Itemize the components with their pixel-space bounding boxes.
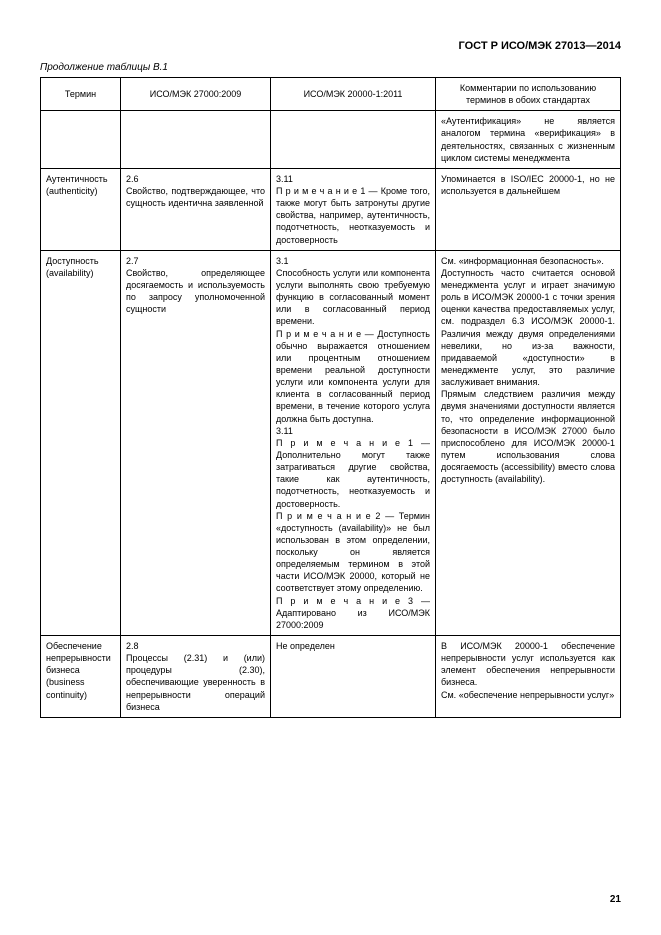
clause-number: 3.11: [276, 174, 293, 184]
col-header-iso27000: ИСО/МЭК 27000:2009: [121, 78, 271, 111]
cell-text: См. «обеспечение непрерывности услуг»: [441, 690, 614, 700]
cell-text: Доступность обычно выражается отношением…: [276, 329, 430, 424]
clause-number: 2.6: [126, 174, 139, 184]
clause-number: 2.7: [126, 256, 139, 266]
cell-iso20000: 3.11 П р и м е ч а н и е 1 — Кроме того,…: [271, 168, 436, 250]
terms-table: Термин ИСО/МЭК 27000:2009 ИСО/МЭК 20000-…: [40, 77, 621, 718]
cell-comment: «Аутентификация» не является аналогом те…: [436, 111, 621, 169]
cell-term: Доступность (availability): [41, 250, 121, 635]
table-caption: Продолжение таблицы В.1: [40, 62, 621, 73]
cell-iso20000: [271, 111, 436, 169]
col-header-comment: Комментарии по использованию терминов в …: [436, 78, 621, 111]
cell-text: Адаптировано из ИСО/МЭК 27000:2009: [276, 608, 430, 630]
note-label: П р и м е ч а н и е 3 —: [276, 596, 430, 606]
table-row: «Аутентификация» не является аналогом те…: [41, 111, 621, 169]
cell-text: В ИСО/МЭК 20000-1 обеспечение непрерывно…: [441, 641, 615, 687]
col-header-term: Термин: [41, 78, 121, 111]
cell-text: Дополнительно могут также затрагиваться …: [276, 450, 430, 509]
note-label: П р и м е ч а н и е 2 —: [276, 511, 394, 521]
document-page: ГОСТ Р ИСО/МЭК 27013—2014 Продолжение та…: [0, 0, 661, 935]
note-label: П р и м е ч а н и е 1 —: [276, 186, 378, 196]
cell-iso27000: [121, 111, 271, 169]
note-label: П р и м е ч а н и е —: [276, 329, 374, 339]
cell-term: [41, 111, 121, 169]
cell-text: Свойство, подтверждающее, что сущность и…: [126, 186, 265, 208]
cell-iso27000: 2.6 Свойство, подтверждающее, что сущнос…: [121, 168, 271, 250]
table-row: Аутентичность (authenticity) 2.6 Свойств…: [41, 168, 621, 250]
clause-number: 2.8: [126, 641, 139, 651]
table-row: Обеспечение непрерывности бизнеса (busin…: [41, 636, 621, 718]
clause-number: 3.1: [276, 256, 289, 266]
cell-comment: Упоминается в ISO/IEC 20000-1, но не исп…: [436, 168, 621, 250]
cell-text: Термин «доступность (availability)» не б…: [276, 511, 430, 594]
clause-number: 3.11: [276, 426, 293, 436]
cell-text: Способность услуги или компонента услуги…: [276, 268, 430, 327]
cell-iso27000: 2.7 Свойство, определяющее досягаемость …: [121, 250, 271, 635]
cell-comment: В ИСО/МЭК 20000-1 обеспечение непрерывно…: [436, 636, 621, 718]
note-label: П р и м е ч а н и е 1 —: [276, 438, 430, 448]
page-number: 21: [610, 894, 621, 905]
cell-iso20000: Не определен: [271, 636, 436, 718]
cell-text: Прямым следствием различия между двумя з…: [441, 389, 615, 484]
cell-text: Доступность часто считается основой мене…: [441, 268, 615, 387]
cell-iso27000: 2.8 Процессы (2.31) и (или) процедуры (2…: [121, 636, 271, 718]
cell-text: Свойство, определяющее досягаемость и ис…: [126, 268, 265, 314]
cell-term: Аутентичность (authenticity): [41, 168, 121, 250]
cell-term: Обеспечение непрерывности бизнеса (busin…: [41, 636, 121, 718]
cell-comment: См. «информационная безопасность». Досту…: [436, 250, 621, 635]
cell-iso20000: 3.1 Способность услуги или компонента ус…: [271, 250, 436, 635]
cell-text: Процессы (2.31) и (или) процедуры (2.30)…: [126, 653, 265, 712]
table-header-row: Термин ИСО/МЭК 27000:2009 ИСО/МЭК 20000-…: [41, 78, 621, 111]
col-header-iso20000: ИСО/МЭК 20000-1:2011: [271, 78, 436, 111]
cell-text: См. «информационная безопасность».: [441, 256, 604, 266]
document-code: ГОСТ Р ИСО/МЭК 27013—2014: [40, 40, 621, 52]
table-row: Доступность (availability) 2.7 Свойство,…: [41, 250, 621, 635]
